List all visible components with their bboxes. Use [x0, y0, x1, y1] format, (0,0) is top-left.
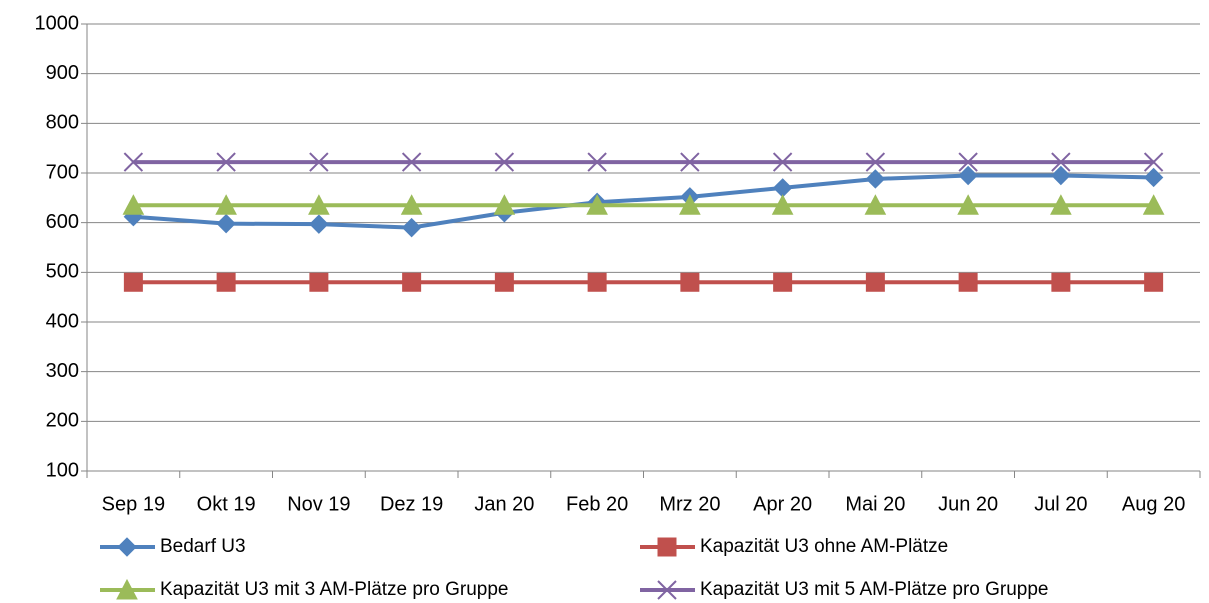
point: [773, 272, 793, 292]
point: [216, 213, 236, 234]
series-line: [133, 173, 1154, 230]
point: [680, 272, 700, 292]
legend-label: Kapazität U3 mit 5 AM-Plätze pro Gruppe: [700, 579, 1049, 600]
point: [1143, 167, 1164, 188]
legend-label: Bedarf U3: [160, 536, 246, 557]
y-tick-label: 100: [46, 459, 79, 481]
x-tick-label: Mrz 20: [659, 493, 720, 515]
point: [122, 194, 145, 215]
y-tick-label: 1000: [35, 12, 80, 34]
x-tick-label: Mai 20: [845, 493, 905, 515]
point: [864, 194, 887, 215]
point: [680, 152, 700, 172]
point: [309, 152, 329, 172]
legend-label: Kapazität U3 ohne AM-Plätze: [700, 536, 948, 557]
point: [1143, 152, 1164, 172]
point: [957, 194, 979, 215]
x-tick-label: Aug 20: [1122, 493, 1185, 515]
point: [586, 194, 608, 215]
point: [1050, 194, 1072, 215]
point: [401, 152, 422, 172]
point: [123, 272, 143, 292]
y-tick-label: 700: [46, 161, 79, 183]
point: [771, 194, 794, 215]
x-tick-label: Jul 20: [1034, 493, 1087, 515]
x-tick-label: Okt 19: [197, 493, 256, 515]
y-tick-label: 300: [46, 360, 79, 382]
point: [1144, 272, 1164, 292]
point: [958, 272, 978, 292]
x-tick-label: Nov 19: [287, 493, 350, 515]
x-tick-label: Jun 20: [938, 493, 998, 515]
y-tick-label: 600: [46, 211, 79, 233]
point: [494, 272, 514, 292]
point: [1051, 152, 1071, 172]
point: [772, 152, 793, 172]
point: [865, 169, 886, 189]
point: [958, 152, 978, 172]
point: [865, 272, 885, 292]
point: [679, 194, 701, 215]
y-tick-label: 200: [46, 410, 79, 432]
legend-marker: [117, 537, 137, 557]
point: [215, 194, 237, 215]
legend-marker: [657, 580, 677, 600]
y-tick-label: 500: [46, 261, 79, 283]
x-tick-label: Apr 20: [753, 493, 812, 515]
y-tick-label: 900: [46, 62, 79, 84]
point: [308, 194, 330, 215]
x-tick-label: Dez 19: [380, 493, 443, 515]
point: [494, 152, 515, 172]
y-tick-label: 800: [46, 112, 79, 134]
point: [1051, 165, 1071, 186]
legend-marker: [116, 578, 138, 600]
point: [400, 194, 423, 215]
point: [309, 272, 329, 292]
y-tick-label: 400: [46, 310, 79, 332]
x-tick-label: Jan 20: [474, 493, 534, 515]
legend-marker: [657, 537, 677, 557]
point: [1051, 272, 1071, 292]
point: [865, 152, 886, 172]
point: [493, 194, 516, 215]
point: [402, 272, 422, 292]
point: [772, 178, 793, 198]
point: [1142, 194, 1165, 215]
point: [216, 272, 236, 292]
point: [309, 214, 329, 234]
legend-label: Kapazität U3 mit 3 AM-Plätze pro Gruppe: [160, 579, 509, 600]
x-tick-label: Sep 19: [102, 493, 165, 515]
point: [123, 152, 144, 172]
point: [587, 152, 607, 172]
point: [958, 165, 978, 186]
x-tick-label: Feb 20: [566, 493, 628, 515]
point: [401, 217, 422, 238]
point: [216, 152, 236, 172]
point: [587, 272, 607, 292]
